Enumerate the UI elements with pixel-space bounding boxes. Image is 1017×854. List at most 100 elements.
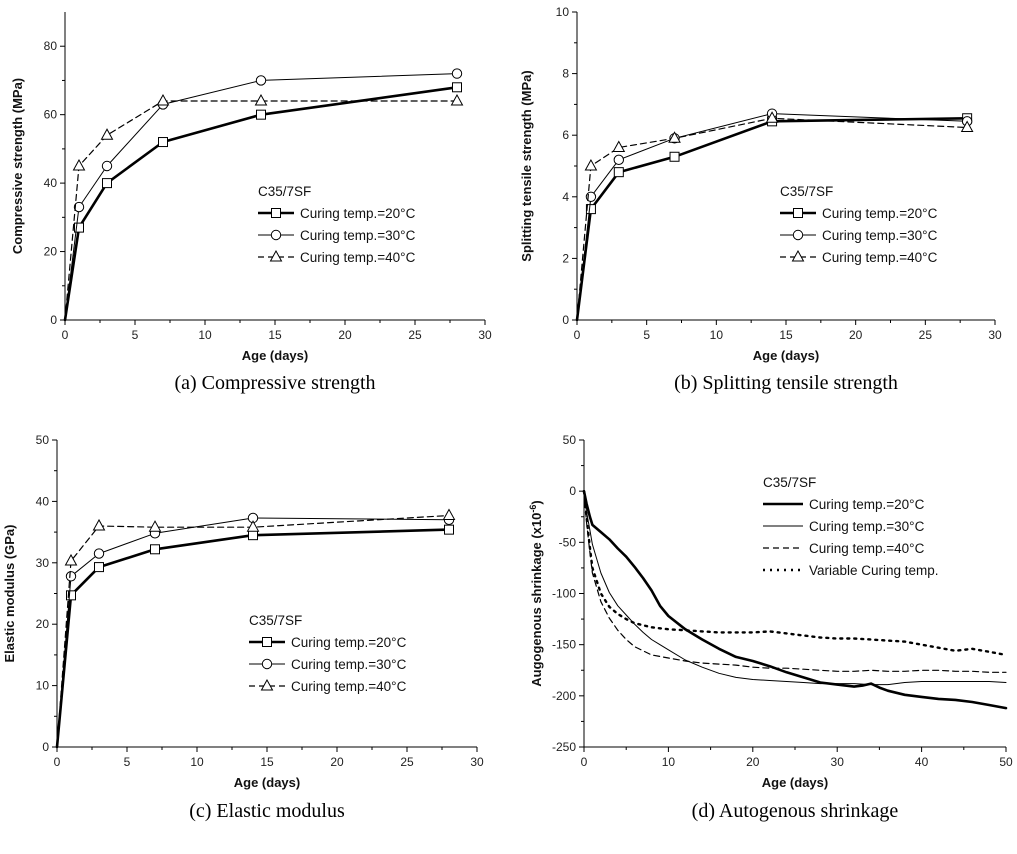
x-tick-label: 25 <box>400 755 414 769</box>
y-tick-label: 20 <box>44 245 58 259</box>
legend-label: Curing temp.=40°C <box>809 541 925 556</box>
series-line <box>63 86 459 322</box>
legend: C35/7SF Curing temp.=20°C Curing temp.=30°… <box>249 613 407 694</box>
series-4 <box>582 490 1008 657</box>
marker-circle <box>261 658 273 670</box>
x-axis-label: Age (days) <box>242 348 308 363</box>
marker-triangle <box>156 93 170 106</box>
y-tick-label: 10 <box>36 679 50 693</box>
y-tick-label: 10 <box>556 5 570 19</box>
x-tick-label: 30 <box>988 328 1002 342</box>
x-tick-label: 10 <box>190 755 204 769</box>
legend-item: Curing temp.=40°C <box>763 541 925 556</box>
panel-d-autogenous-shrinkage: 0 10 20 30 40 50 -250 -200 -150 -100 -50 0 50 Age (da… <box>528 433 1013 822</box>
y-tick-label: 0 <box>42 740 49 754</box>
marker-triangle <box>584 158 598 171</box>
panel-caption: (b) Splitting tensile strength <box>674 372 898 394</box>
marker-square <box>74 222 84 233</box>
panel-caption: (c) Elastic modulus <box>189 800 345 822</box>
y-axis-label-text: Splitting tensile strength (MPa) <box>519 70 534 261</box>
y-tick-label: 20 <box>36 617 50 631</box>
x-tick-label: 30 <box>478 328 492 342</box>
series-line <box>55 528 451 749</box>
marker-triangle <box>442 508 456 521</box>
marker-square <box>613 167 624 178</box>
x-tick-label: 5 <box>132 328 139 342</box>
marker-triangle <box>765 111 779 123</box>
legend-title: C35/7SF <box>249 613 302 628</box>
x-tick-label: 25 <box>408 328 422 342</box>
legend-label: Curing temp.=30°C <box>809 519 925 534</box>
marker-square <box>256 109 266 120</box>
marker-circle <box>101 160 113 172</box>
series-2 <box>583 490 1007 686</box>
legend-item: Curing temp.=40°C <box>780 249 938 265</box>
series-line <box>64 73 458 321</box>
legend: C35/7SF Curing temp.=20°C Curing temp.=30°… <box>258 184 416 265</box>
legend-title: C35/7SF <box>258 184 311 199</box>
series-line <box>583 490 1007 673</box>
legend-label: Curing temp.=30°C <box>291 657 407 672</box>
marker-triangle <box>269 249 283 262</box>
marker-square <box>102 178 112 189</box>
x-tick-label: 30 <box>831 755 845 769</box>
y-tick-label: 0 <box>562 313 569 327</box>
series-line <box>575 117 969 322</box>
marker-triangle <box>254 93 268 106</box>
panel-caption: (a) Compressive strength <box>174 372 375 394</box>
series-1 <box>63 82 462 322</box>
series-line <box>56 517 450 748</box>
x-tick-label: 5 <box>124 755 131 769</box>
y-tick-label: 60 <box>44 108 58 122</box>
marker-square <box>262 637 272 647</box>
marker-circle <box>65 571 77 582</box>
marker-triangle <box>612 140 626 153</box>
marker-circle <box>270 229 282 241</box>
marker-square <box>150 544 160 555</box>
y-tick-label: -200 <box>552 689 576 703</box>
legend-label: Curing temp.=40°C <box>291 679 407 694</box>
legend-label: Curing temp.=20°C <box>300 206 416 221</box>
marker-square <box>669 151 680 162</box>
marker-circle <box>792 229 804 241</box>
marker-square <box>66 590 76 601</box>
y-tick-label: 50 <box>36 433 50 447</box>
legend-item: Curing temp.=20°C <box>780 206 938 221</box>
marker-circle <box>451 68 463 79</box>
y-axis-label: Augogenous shrinkage (x10-6) <box>528 500 544 686</box>
series-line <box>583 490 1007 686</box>
y-tick-label: 80 <box>44 39 58 53</box>
legend-label: Curing temp.=40°C <box>822 250 938 265</box>
panel-b-splitting-tensile-strength: 0 5 10 15 20 25 30 0 2 4 6 8 10 Age (days) Splitting t… <box>519 5 1002 394</box>
marker-triangle <box>668 131 681 143</box>
marker-triangle <box>72 158 86 171</box>
marker-square <box>158 137 168 148</box>
legend: C35/7SF Curing temp.=20°C Curing temp.=30°… <box>763 475 939 578</box>
legend-label: Curing temp.=30°C <box>822 228 938 243</box>
legend-item: Variable Curing temp. <box>763 563 939 578</box>
series-1 <box>55 524 454 749</box>
marker-triangle <box>64 553 78 566</box>
marker-triangle <box>960 120 974 132</box>
y-tick-label: 30 <box>36 556 50 570</box>
marker-triangle <box>246 520 260 532</box>
marker-triangle <box>92 518 106 531</box>
x-tick-label: 50 <box>999 755 1013 769</box>
legend-item: Curing temp.=30°C <box>763 519 925 534</box>
legend-title: C35/7SF <box>780 184 833 199</box>
x-tick-label: 10 <box>662 755 676 769</box>
x-axis-label: Age (days) <box>234 775 300 790</box>
marker-square <box>444 524 454 535</box>
y-axis-label-text: Elastic modulus (GPa) <box>2 525 17 663</box>
legend-label: Curing temp.=30°C <box>300 228 416 243</box>
x-tick-label: 20 <box>338 328 352 342</box>
x-tick-label: 20 <box>849 328 863 342</box>
y-tick-label: -250 <box>552 740 576 754</box>
y-tick-label: 8 <box>562 67 569 81</box>
x-tick-label: 0 <box>54 755 61 769</box>
y-axis-label-text: Compressive strength (MPa) <box>10 78 25 254</box>
series-line <box>64 100 458 321</box>
y-axis-label: Splitting tensile strength (MPa) <box>519 70 534 261</box>
legend-item: Curing temp.=20°C <box>258 206 416 221</box>
